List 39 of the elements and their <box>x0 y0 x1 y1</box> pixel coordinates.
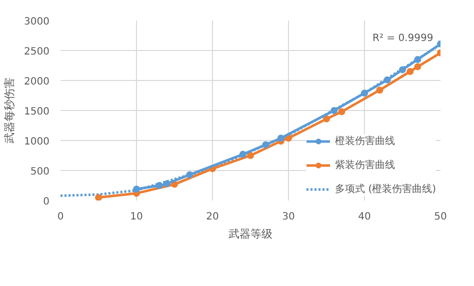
point <box>338 108 346 116</box>
point <box>384 76 391 84</box>
point <box>285 134 292 142</box>
point <box>247 152 254 159</box>
point <box>376 86 384 94</box>
x-tick-label: 50 <box>434 212 447 222</box>
legend-label: 多项式 (橙装伤害曲线) <box>335 182 436 196</box>
point <box>277 134 284 142</box>
point <box>361 90 368 97</box>
point <box>133 186 140 193</box>
point <box>399 66 406 74</box>
point <box>163 180 170 188</box>
point <box>186 171 194 178</box>
y-axis-title: 武器每秒伤害 <box>3 78 16 144</box>
point <box>239 150 246 158</box>
annotation: R² = 0.9999 <box>372 33 434 44</box>
y-tick-label: 0 <box>43 196 50 208</box>
point <box>330 107 338 114</box>
point <box>414 56 422 63</box>
x-tick-label: 30 <box>282 212 295 222</box>
x-tick-label: 40 <box>358 212 371 222</box>
legend-label: 紫装伤害曲线 <box>335 158 396 172</box>
y-tick-label: 1500 <box>24 106 50 118</box>
x-tick-label: 10 <box>130 212 143 222</box>
point <box>95 194 102 200</box>
x-tick-label: 0 <box>57 212 64 222</box>
y-tick-label: 2000 <box>24 76 50 88</box>
y-tick-label: 3000 <box>24 16 50 28</box>
point <box>406 68 414 75</box>
y-tick-label: 2500 <box>24 46 50 58</box>
x-axis-title: 武器等级 <box>228 228 272 240</box>
y-tick-label: 500 <box>30 166 50 178</box>
legend-label: 橙装伤害曲线 <box>335 134 396 148</box>
point <box>414 63 422 70</box>
point <box>323 115 330 122</box>
y-tick-label: 1000 <box>24 136 50 148</box>
point <box>156 182 163 189</box>
x-tick-label: 20 <box>206 212 219 222</box>
point <box>262 141 270 148</box>
